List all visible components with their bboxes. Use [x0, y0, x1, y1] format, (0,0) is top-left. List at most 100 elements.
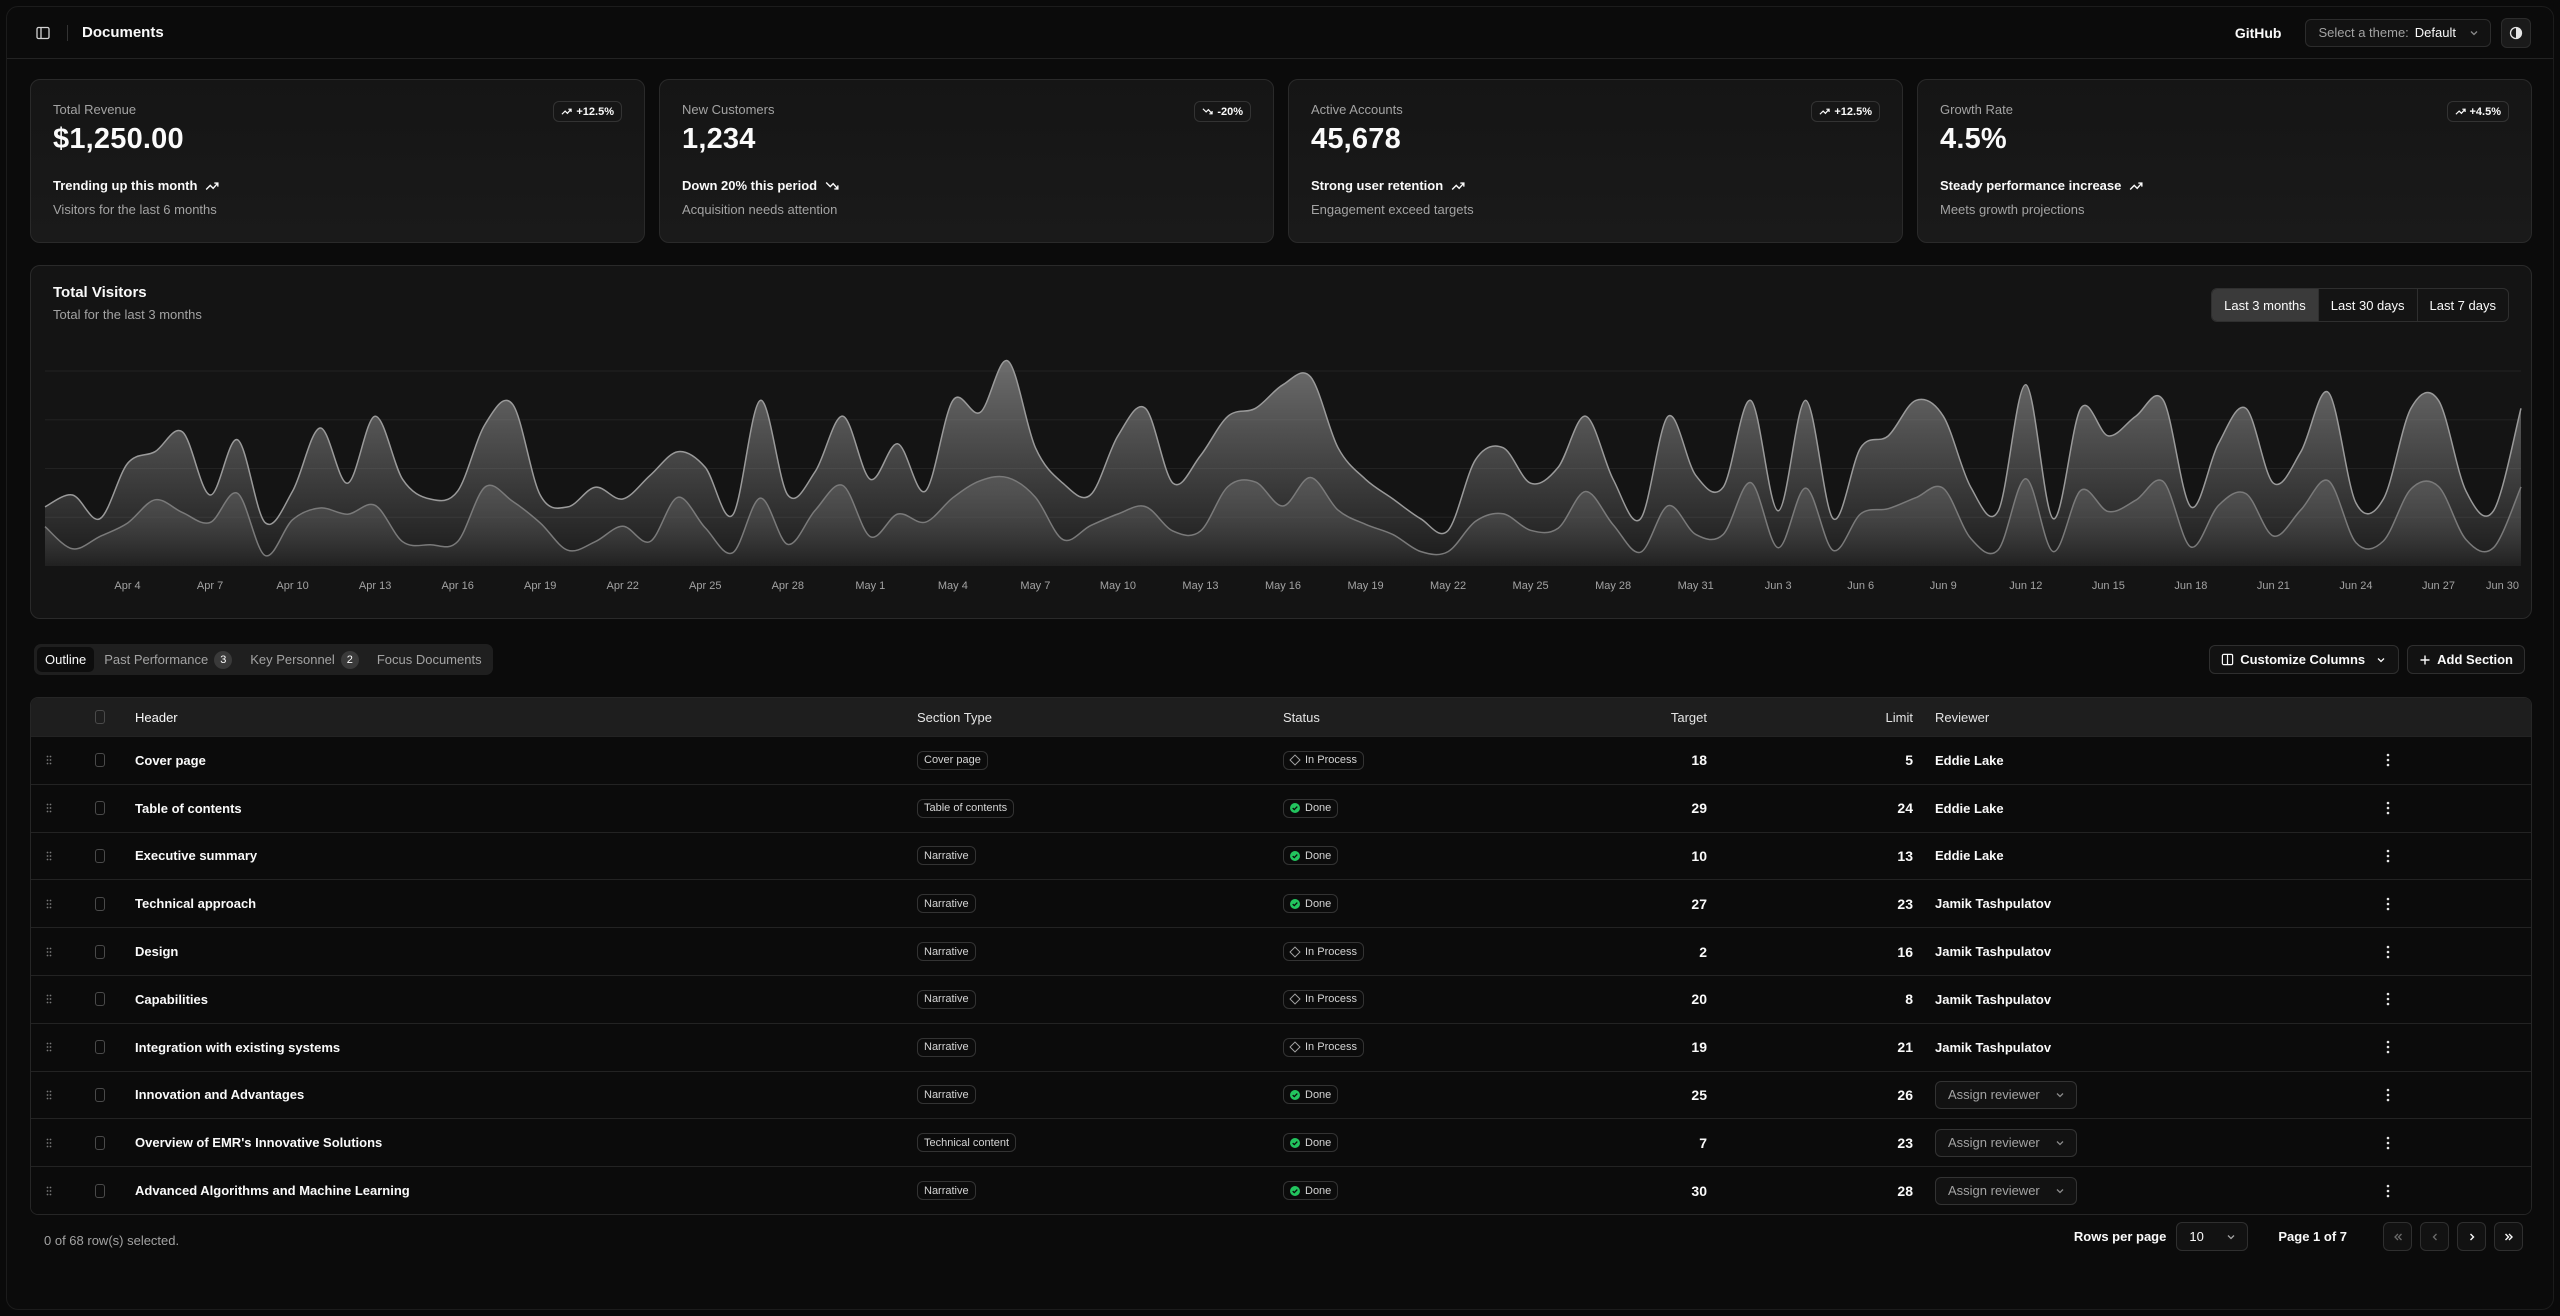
theme-select[interactable]: Select a theme: Default: [2305, 18, 2491, 47]
row-checkbox[interactable]: [95, 848, 105, 863]
section-header-link[interactable]: Cover page: [135, 752, 206, 768]
table-row[interactable]: Technical approach Narrative Done 27 23 …: [31, 879, 2531, 928]
limit-input[interactable]: 23: [1897, 1134, 1913, 1151]
drag-handle[interactable]: [31, 898, 67, 910]
limit-input[interactable]: 26: [1897, 1086, 1913, 1103]
range-option-30-days[interactable]: Last 30 days: [2317, 289, 2417, 321]
customize-columns-button[interactable]: Customize Columns: [2209, 645, 2400, 674]
limit-input[interactable]: 24: [1897, 800, 1913, 817]
row-checkbox[interactable]: [95, 992, 105, 1007]
target-input[interactable]: 20: [1691, 991, 1707, 1008]
section-header-link[interactable]: Technical approach: [135, 896, 257, 912]
drag-handle[interactable]: [31, 850, 67, 862]
row-checkbox[interactable]: [95, 896, 105, 911]
next-page-button[interactable]: [2457, 1222, 2486, 1251]
limit-input[interactable]: 5: [1905, 752, 1913, 769]
row-actions-button[interactable]: [2373, 897, 2403, 911]
row-checkbox[interactable]: [95, 801, 105, 816]
column-header-limit: Limit: [1885, 709, 1913, 725]
row-actions-button[interactable]: [2373, 945, 2403, 959]
row-actions-button[interactable]: [2373, 753, 2403, 767]
table-row[interactable]: Cover page Cover page In Process 18 5 Ed…: [31, 736, 2531, 784]
drag-handle[interactable]: [31, 802, 67, 814]
row-checkbox[interactable]: [95, 1183, 105, 1198]
table-row[interactable]: Table of contents Table of contents Done…: [31, 783, 2531, 832]
row-actions-button[interactable]: [2373, 1040, 2403, 1054]
limit-input[interactable]: 16: [1897, 943, 1913, 960]
row-actions-button[interactable]: [2373, 992, 2403, 1006]
select-all-checkbox[interactable]: [95, 710, 105, 724]
tab-key-personnel[interactable]: Key Personnel 2: [242, 647, 367, 672]
row-checkbox[interactable]: [95, 1087, 105, 1102]
row-checkbox[interactable]: [95, 944, 105, 959]
row-actions-button[interactable]: [2373, 849, 2403, 863]
target-input[interactable]: 18: [1691, 752, 1707, 769]
drag-handle[interactable]: [31, 946, 67, 958]
assign-reviewer-select[interactable]: Assign reviewer: [1935, 1128, 2077, 1157]
dark-mode-toggle-button[interactable]: [2501, 17, 2531, 48]
section-header-link[interactable]: Innovation and Advantages: [135, 1087, 305, 1103]
section-header-link[interactable]: Overview of EMR's Innovative Solutions: [135, 1135, 383, 1151]
target-input[interactable]: 10: [1691, 847, 1707, 864]
limit-input[interactable]: 13: [1897, 847, 1913, 864]
section-header-link[interactable]: Table of contents: [135, 800, 242, 816]
target-input[interactable]: 30: [1691, 1182, 1707, 1199]
drag-handle[interactable]: [31, 1137, 67, 1149]
kpi-value: 4.5%: [1940, 123, 2007, 155]
section-header-link[interactable]: Design: [135, 944, 179, 960]
last-page-button[interactable]: [2494, 1222, 2523, 1251]
chevron-down-icon: [2470, 30, 2478, 35]
drag-handle[interactable]: [31, 1185, 67, 1197]
status-cell: Done: [1263, 1181, 1563, 1201]
status-in-process-icon: [1289, 754, 1301, 767]
sidebar-toggle-button[interactable]: [29, 19, 57, 47]
row-actions-button[interactable]: [2373, 1184, 2403, 1198]
previous-page-button[interactable]: [2420, 1222, 2449, 1251]
table-row[interactable]: Overview of EMR's Innovative Solutions T…: [31, 1118, 2531, 1167]
row-actions-button[interactable]: [2373, 801, 2403, 815]
target-input[interactable]: 25: [1691, 1086, 1707, 1103]
reviewer-cell: Assign reviewer: [1923, 1176, 2373, 1205]
limit-input[interactable]: 8: [1905, 991, 1913, 1008]
section-header-link[interactable]: Advanced Algorithms and Machine Learning: [135, 1183, 410, 1199]
target-input[interactable]: 27: [1691, 895, 1707, 912]
section-header-link[interactable]: Capabilities: [135, 991, 208, 1007]
drag-handle[interactable]: [31, 754, 67, 766]
drag-handle[interactable]: [31, 993, 67, 1005]
rows-per-page-select[interactable]: 10: [2176, 1222, 2249, 1251]
row-actions-button[interactable]: [2373, 1088, 2403, 1102]
limit-input[interactable]: 23: [1897, 895, 1913, 912]
add-section-button[interactable]: Add Section: [2407, 645, 2525, 674]
limit-input[interactable]: 28: [1897, 1182, 1913, 1199]
drag-handle[interactable]: [31, 1041, 67, 1053]
range-option-7-days[interactable]: Last 7 days: [2416, 289, 2509, 321]
tab-outline[interactable]: Outline: [37, 647, 95, 672]
table-row[interactable]: Integration with existing systems Narrat…: [31, 1022, 2531, 1071]
section-header-link[interactable]: Integration with existing systems: [135, 1039, 341, 1055]
assign-reviewer-select[interactable]: Assign reviewer: [1935, 1080, 2077, 1109]
table-row[interactable]: Advanced Algorithms and Machine Learning…: [31, 1166, 2531, 1214]
kpi-label: Active Accounts: [1311, 102, 1403, 117]
row-actions-button[interactable]: [2373, 1136, 2403, 1150]
assign-reviewer-select[interactable]: Assign reviewer: [1935, 1176, 2077, 1205]
table-row[interactable]: Executive summary Narrative Done 10 13 E…: [31, 831, 2531, 880]
tab-focus-documents[interactable]: Focus Documents: [369, 647, 490, 672]
drag-handle[interactable]: [31, 1089, 67, 1101]
row-checkbox[interactable]: [95, 753, 105, 768]
chevron-left-icon: [2432, 1233, 2437, 1240]
first-page-button[interactable]: [2383, 1222, 2412, 1251]
range-option-3-months[interactable]: Last 3 months: [2212, 289, 2318, 321]
table-row[interactable]: Design Narrative In Process 2 16 Jamik T…: [31, 927, 2531, 975]
row-checkbox[interactable]: [95, 1040, 105, 1055]
tab-past-performance[interactable]: Past Performance 3: [96, 647, 240, 672]
target-input[interactable]: 19: [1691, 1039, 1707, 1056]
target-input[interactable]: 7: [1699, 1134, 1707, 1151]
github-link[interactable]: GitHub: [2234, 24, 2282, 41]
section-header-link[interactable]: Executive summary: [135, 848, 258, 864]
target-input[interactable]: 2: [1699, 943, 1707, 960]
row-checkbox[interactable]: [95, 1135, 105, 1150]
table-row[interactable]: Capabilities Narrative In Process 20 8 J…: [31, 974, 2531, 1023]
table-row[interactable]: Innovation and Advantages Narrative Done…: [31, 1070, 2531, 1119]
limit-input[interactable]: 21: [1897, 1039, 1913, 1056]
target-input[interactable]: 29: [1691, 800, 1707, 817]
